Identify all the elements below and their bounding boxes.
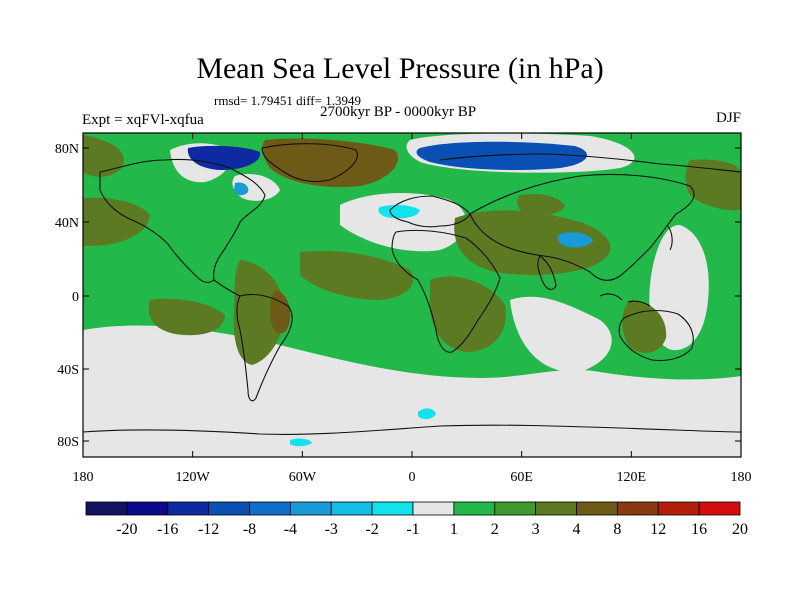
cyan-low-labrador: [234, 182, 249, 196]
lon-tick-label: 120W: [176, 470, 211, 485]
indonesia-coast: [599, 293, 651, 307]
antarctica-coast: [82, 424, 742, 435]
colorbar-swatch: [698, 501, 741, 516]
colorbar-swatch: [371, 501, 414, 516]
season-label: DJF: [715, 110, 741, 126]
lat-tick-label: 80S: [57, 435, 79, 450]
latitude-axis: 80N 40N 0 40S 80S: [55, 142, 741, 450]
coastlines: [82, 143, 742, 435]
colorbar-swatch: [535, 501, 577, 516]
greenland-coast: [261, 143, 358, 183]
colorbar-swatch: [657, 501, 700, 516]
north-america-coast: [99, 158, 266, 284]
lon-tick-label: 0: [409, 470, 416, 485]
south-america-coast: [236, 293, 293, 402]
colorbar-label: -12: [198, 521, 219, 538]
lon-tick-label: 180: [731, 470, 752, 485]
olive-central-asia: [517, 194, 565, 216]
lon-tick-label: 60W: [289, 470, 317, 485]
africa-coast: [391, 229, 501, 353]
colorbar-swatch: [453, 501, 496, 516]
colorbar-label: 1: [450, 521, 458, 538]
brown-brazil: [269, 290, 291, 334]
olive-north-pacific: [83, 197, 150, 246]
colorbar-label: 4: [573, 521, 581, 538]
experiment-label: Expt = xqFVl-xqfua: [82, 112, 204, 128]
cyan-low-tibet: [557, 232, 593, 248]
lon-tick-label: 120E: [617, 470, 647, 485]
lat-tick-label: 40S: [57, 363, 79, 378]
lon-tick-label: 60E: [510, 470, 533, 485]
neutral-north-atlantic: [340, 193, 467, 252]
lon-tick-label: 180: [73, 470, 94, 485]
longitude-axis: 180 120W 60W 0 60E 120E 180: [73, 133, 752, 485]
cyan-low-antarctic: [418, 408, 436, 420]
colorbar-swatch: [289, 501, 332, 516]
central-america-coast: [213, 279, 241, 297]
australia-coast: [618, 309, 694, 362]
colorbar-label: -2: [365, 521, 378, 538]
colorbar: -20 -16 -12 -8 -4 -3 -2 -1 1 2 3 4 8 12 16 20: [85, 501, 748, 538]
olive-eurasia: [454, 210, 611, 275]
blue-low-canada: [187, 145, 261, 170]
colorbar-label: 3: [532, 521, 540, 538]
colorbar-swatch: [330, 501, 373, 516]
olive-north-pacific-east: [685, 159, 741, 211]
colorbar-swatch: [249, 501, 291, 516]
colorbar-label: 16: [691, 521, 707, 538]
asia-coast: [469, 173, 695, 281]
japan-coast: [667, 225, 673, 251]
blue-low-arctic: [416, 141, 587, 170]
brown-greenland: [262, 138, 399, 188]
arctic-coast: [439, 153, 742, 173]
olive-south-america: [233, 260, 286, 365]
rmsd-diff-stats: rmsd= 1.79451 diff= 1.3949: [214, 93, 361, 108]
colorbar-swatch: [494, 501, 537, 516]
olive-bering: [83, 135, 124, 177]
lat-tick-label: 80N: [55, 142, 79, 157]
neutral-indian-ocean: [510, 296, 612, 373]
colorbar-swatch: [576, 501, 618, 516]
colorbar-label: -8: [243, 521, 256, 538]
colorbar-swatch: [616, 501, 659, 516]
cyan-low-north-atlantic: [378, 204, 420, 219]
map-title: Mean Sea Level Pressure (in hPa): [196, 52, 604, 85]
colorbar-swatch: [126, 501, 169, 516]
europe-coast: [389, 195, 471, 228]
colorbar-label: -1: [406, 521, 419, 538]
india-coast: [537, 255, 557, 290]
colorbar-label: 20: [732, 521, 748, 538]
olive-australia-north: [622, 300, 667, 354]
colorbar-swatch: [167, 501, 210, 516]
period-label: 2700kyr BP - 0000kyr BP: [320, 104, 477, 120]
pressure-field: [83, 133, 741, 457]
olive-africa: [430, 276, 506, 352]
lat-tick-label: 40N: [55, 216, 79, 231]
neutral-south-pacific: [83, 334, 224, 393]
colorbar-label: -16: [157, 521, 178, 538]
cyan-low-weddell: [290, 438, 312, 447]
colorbar-swatch: [85, 501, 128, 516]
olive-east-pacific: [148, 298, 225, 336]
colorbar-swatch: [412, 501, 455, 516]
neutral-west-pacific: [649, 224, 709, 351]
colorbar-label: 8: [613, 521, 621, 538]
colorbar-label: 12: [650, 521, 666, 538]
colorbar-swatch: [208, 501, 250, 516]
olive-tropical-atlantic: [300, 250, 414, 300]
colorbar-label: -20: [116, 521, 137, 538]
colorbar-label: -3: [325, 521, 338, 538]
lat-tick-label: 0: [72, 290, 79, 305]
colorbar-label: 2: [491, 521, 499, 538]
colorbar-label: -4: [284, 521, 297, 538]
